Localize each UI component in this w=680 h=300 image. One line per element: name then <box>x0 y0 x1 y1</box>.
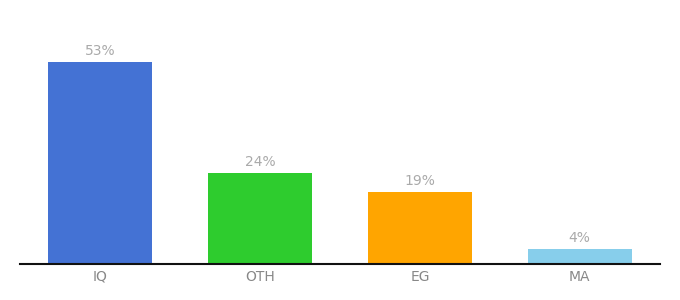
Bar <box>368 192 472 264</box>
Bar <box>528 249 632 264</box>
Text: 4%: 4% <box>568 231 591 245</box>
Bar <box>48 62 152 264</box>
Bar <box>208 172 312 264</box>
Text: 19%: 19% <box>405 174 435 188</box>
Text: 24%: 24% <box>245 155 275 169</box>
Text: 53%: 53% <box>85 44 116 58</box>
